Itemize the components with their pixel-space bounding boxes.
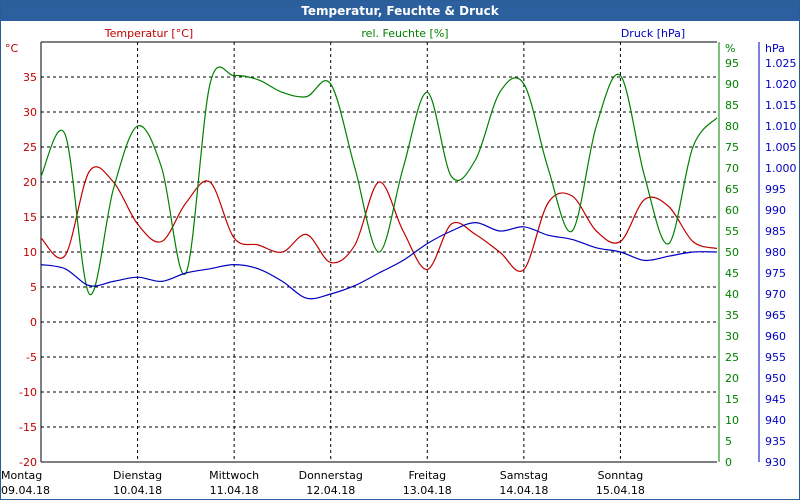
humidity-tick-label: 30 (725, 330, 739, 343)
date-label: 15.04.18 (596, 484, 645, 497)
date-label: 09.04.18 (1, 484, 50, 497)
humidity-tick-label: 15 (725, 393, 739, 406)
day-label: Montag (1, 469, 42, 482)
temperature-unit-label: °C (5, 42, 19, 55)
temperature-tick-label: -15 (19, 421, 37, 434)
pressure-tick-label: 965 (765, 309, 786, 322)
pressure-tick-label: 1.010 (765, 120, 797, 133)
temperature-axis: 35 30 25 20 15 10 5 0 -5 -10 -15 -20 (19, 71, 37, 469)
humidity-tick-label: 35 (725, 309, 739, 322)
temperature-tick-label: -10 (19, 386, 37, 399)
pressure-tick-label: 950 (765, 372, 786, 385)
temperature-tick-label: 0 (30, 316, 37, 329)
date-label: 10.04.18 (113, 484, 162, 497)
pressure-tick-label: 995 (765, 183, 786, 196)
temperature-tick-label: -5 (26, 351, 37, 364)
pressure-tick-label: 935 (765, 435, 786, 448)
humidity-tick-label: 20 (725, 372, 739, 385)
humidity-tick-label: 70 (725, 162, 739, 175)
temperature-tick-label: 30 (23, 106, 37, 119)
humidity-tick-label: 25 (725, 351, 739, 364)
humidity-tick-label: 90 (725, 78, 739, 91)
pressure-tick-label: 945 (765, 393, 786, 406)
date-label: 14.04.18 (499, 484, 548, 497)
temperature-line (40, 166, 718, 272)
humidity-tick-label: 40 (725, 288, 739, 301)
window-title: Temperatur, Feuchte & Druck (1, 1, 799, 21)
pressure-tick-label: 960 (765, 330, 786, 343)
pressure-tick-label: 1.015 (765, 99, 797, 112)
pressure-axis: 1.025 1.020 1.015 1.010 1.005 1.000 995 990 985 9… (765, 57, 797, 469)
pressure-tick-label: 940 (765, 414, 786, 427)
date-label: 11.04.18 (210, 484, 259, 497)
humidity-tick-label: 0 (725, 456, 732, 469)
day-label: Freitag (408, 469, 446, 482)
humidity-tick-label: 55 (725, 225, 739, 238)
temperature-tick-label: 20 (23, 176, 37, 189)
humidity-tick-label: 75 (725, 141, 739, 154)
day-label: Mittwoch (209, 469, 259, 482)
day-label: Samstag (500, 469, 548, 482)
day-label: Dienstag (113, 469, 162, 482)
pressure-tick-label: 955 (765, 351, 786, 364)
date-label: 12.04.18 (306, 484, 355, 497)
grid-lines (40, 41, 760, 463)
humidity-tick-label: 5 (725, 435, 732, 448)
temperature-axis-title: Temperatur [°C] (104, 27, 193, 40)
pressure-tick-label: 990 (765, 204, 786, 217)
temperature-tick-label: 25 (23, 141, 37, 154)
temperature-tick-label: 15 (23, 211, 37, 224)
humidity-unit-label: % (725, 42, 735, 55)
date-axis: Montag 09.04.18 Dienstag 10.04.18 Mittwoch 11… (1, 469, 645, 497)
humidity-tick-label: 95 (725, 57, 739, 70)
day-label: Sonntag (598, 469, 644, 482)
pressure-unit-label: hPa (765, 42, 785, 55)
humidity-tick-label: 85 (725, 99, 739, 112)
humidity-axis-title: rel. Feuchte [%] (361, 27, 448, 40)
pressure-tick-label: 985 (765, 225, 786, 238)
humidity-tick-label: 60 (725, 204, 739, 217)
pressure-tick-label: 1.005 (765, 141, 797, 154)
day-label: Donnerstag (299, 469, 363, 482)
pressure-tick-label: 975 (765, 267, 786, 280)
temperature-tick-label: 35 (23, 71, 37, 84)
pressure-tick-label: 930 (765, 456, 786, 469)
pressure-axis-title: Druck [hPa] (621, 27, 685, 40)
humidity-tick-label: 45 (725, 267, 739, 280)
humidity-tick-label: 65 (725, 183, 739, 196)
humidity-line (40, 66, 718, 295)
humidity-tick-label: 80 (725, 120, 739, 133)
humidity-tick-label: 10 (725, 414, 739, 427)
temperature-tick-label: 5 (30, 281, 37, 294)
pressure-line (40, 221, 718, 300)
temperature-tick-label: 10 (23, 246, 37, 259)
pressure-tick-label: 970 (765, 288, 786, 301)
series-lines (40, 66, 718, 300)
pressure-tick-label: 1.020 (765, 78, 797, 91)
humidity-tick-label: 50 (725, 246, 739, 259)
pressure-tick-label: 980 (765, 246, 786, 259)
temperature-tick-label: -20 (19, 456, 37, 469)
pressure-tick-label: 1.000 (765, 162, 797, 175)
pressure-tick-label: 1.025 (765, 57, 797, 70)
date-label: 13.04.18 (403, 484, 452, 497)
